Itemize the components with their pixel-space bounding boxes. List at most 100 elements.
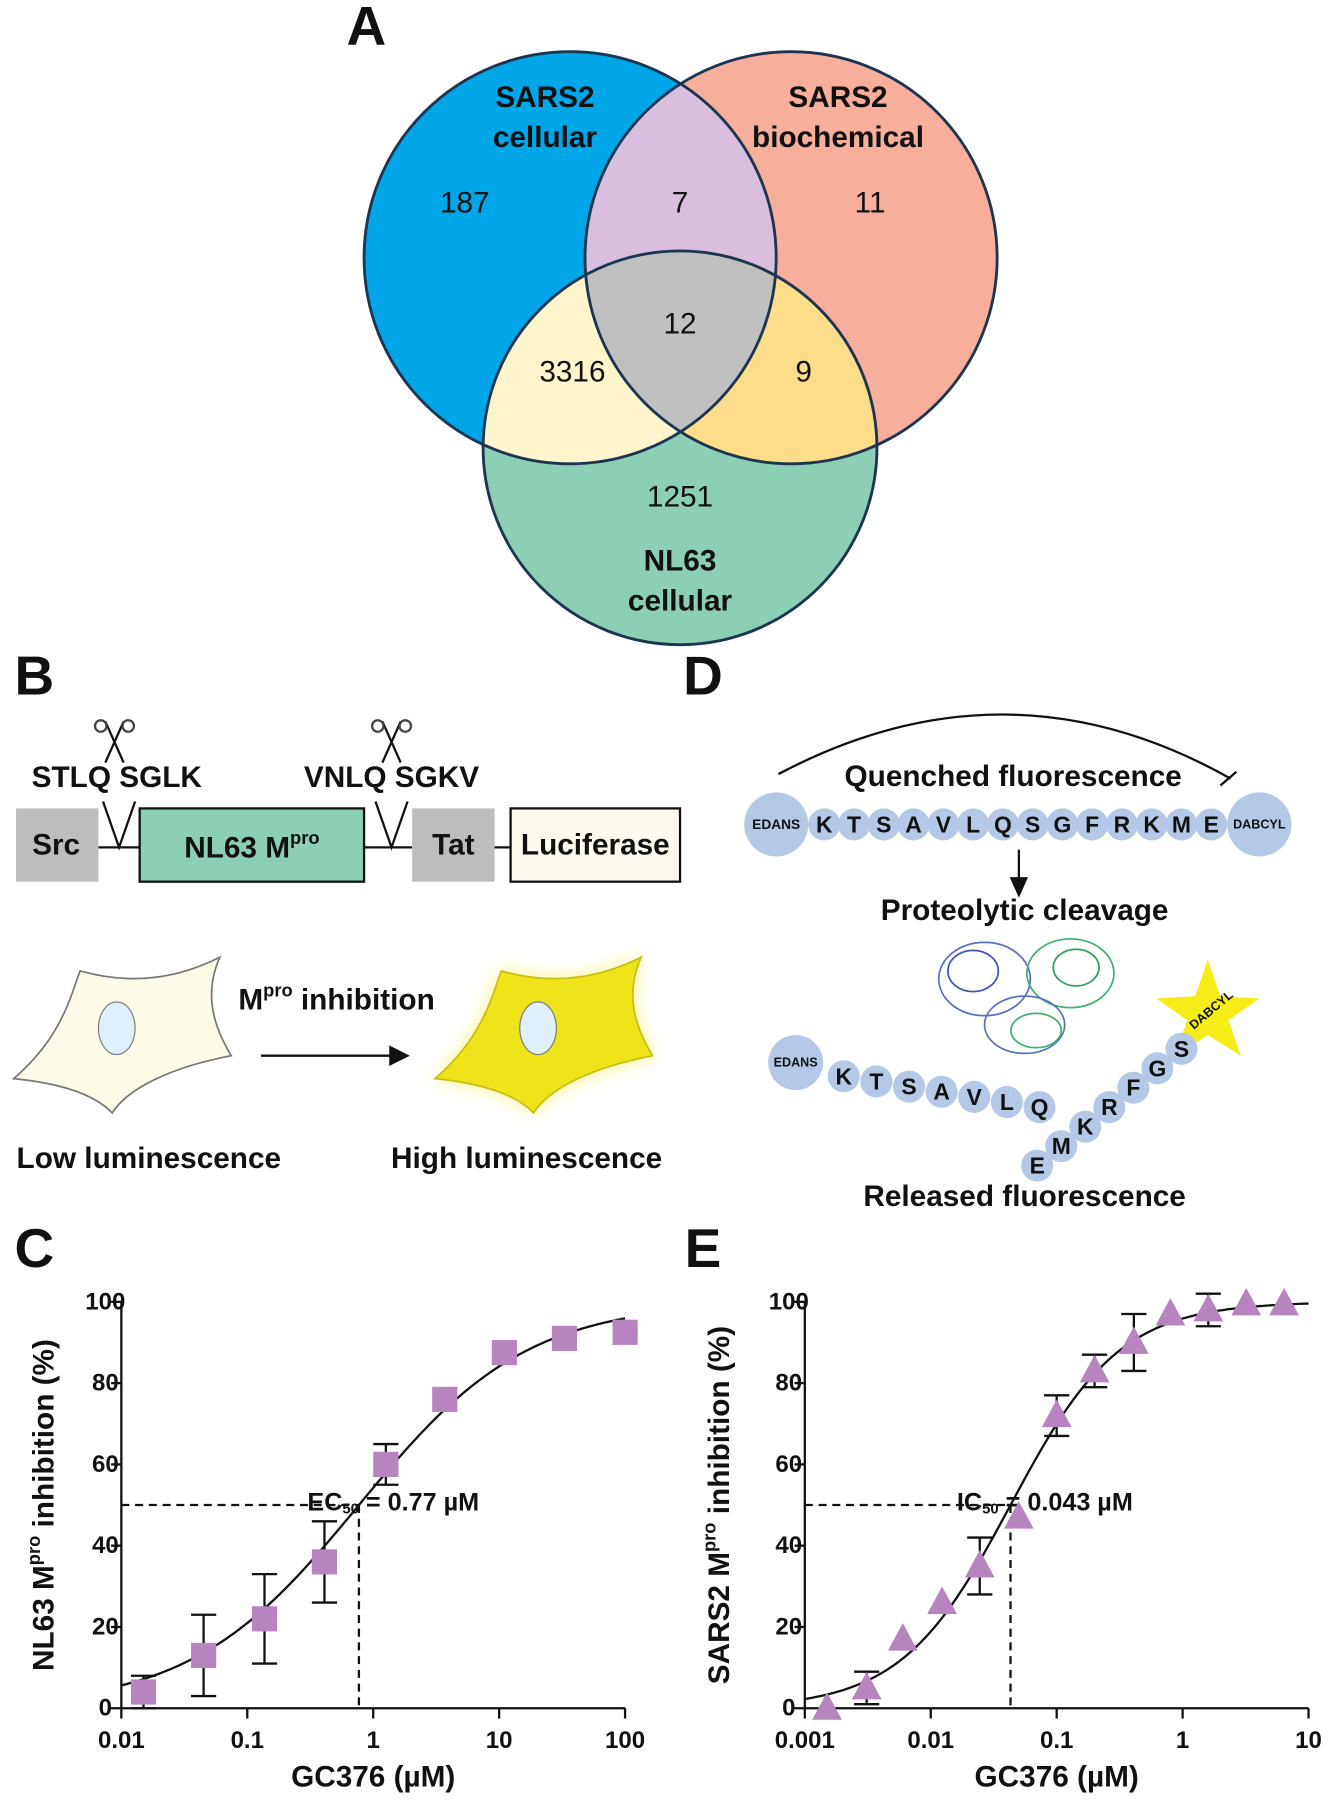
x-tick-label: 0.1 bbox=[231, 1727, 264, 1754]
panel-label: E bbox=[685, 1217, 722, 1279]
bead-label: DABCYL bbox=[1233, 817, 1286, 831]
box-label: NL63 Mpro bbox=[184, 827, 319, 864]
caption: Low luminescence bbox=[17, 1142, 282, 1175]
residue: L bbox=[1000, 1089, 1014, 1115]
marker bbox=[191, 1642, 217, 1669]
residue: A bbox=[905, 811, 922, 837]
superscript: pro bbox=[290, 827, 319, 848]
bead bbox=[1045, 1130, 1078, 1163]
marker bbox=[612, 1319, 638, 1345]
bead bbox=[958, 1080, 991, 1113]
residue: K bbox=[1143, 811, 1160, 837]
text: inhibition (%) bbox=[702, 1326, 735, 1523]
arrow-label: Mpro inhibition bbox=[238, 979, 434, 1016]
residue: T bbox=[847, 811, 861, 837]
bead bbox=[986, 808, 1019, 841]
bead bbox=[838, 808, 871, 841]
set-label: cellular bbox=[628, 585, 733, 618]
bead bbox=[892, 1070, 926, 1103]
bead bbox=[1016, 808, 1049, 841]
bead bbox=[1076, 808, 1109, 841]
text: EC bbox=[307, 1489, 342, 1517]
box bbox=[509, 807, 682, 883]
y-tick-label: 100 bbox=[85, 1288, 125, 1315]
residue: V bbox=[936, 811, 952, 837]
nucleus bbox=[97, 1001, 136, 1056]
arc bbox=[777, 713, 1232, 780]
marker bbox=[1193, 1293, 1224, 1322]
marker bbox=[887, 1623, 918, 1651]
bead bbox=[1021, 1149, 1054, 1182]
bead bbox=[768, 1035, 824, 1091]
x-tick-label: 0.1 bbox=[1040, 1727, 1073, 1754]
y-tick-label: 0 bbox=[99, 1695, 112, 1722]
y-tick-label: 20 bbox=[775, 1613, 802, 1640]
y-tick-label: 0 bbox=[782, 1695, 795, 1722]
bead bbox=[867, 808, 900, 841]
marker bbox=[812, 1692, 842, 1720]
cleavage-site bbox=[101, 801, 137, 851]
bead-label: EDANS bbox=[752, 817, 800, 832]
residue: S bbox=[1174, 1036, 1189, 1062]
marker bbox=[311, 1549, 338, 1575]
bead bbox=[1069, 1110, 1102, 1143]
panel-label: C bbox=[15, 1217, 55, 1279]
fret-assay: Quenched fluorescence Proteolytic cleava… bbox=[744, 713, 1292, 1213]
protein-structure bbox=[937, 938, 1115, 1055]
text: IC bbox=[957, 1489, 982, 1517]
bead bbox=[1093, 1091, 1126, 1124]
nucleus bbox=[519, 1001, 557, 1056]
residue: E bbox=[1204, 811, 1219, 837]
marker bbox=[964, 1549, 995, 1578]
bead bbox=[827, 1060, 860, 1093]
bead bbox=[990, 1086, 1023, 1119]
residue: V bbox=[967, 1084, 983, 1110]
text: NL63 M bbox=[184, 831, 290, 864]
x-tick-label: 0.01 bbox=[907, 1727, 954, 1754]
venn-outline bbox=[583, 50, 999, 466]
site-label: STLQ SGLK bbox=[32, 761, 203, 794]
residue: M bbox=[1172, 811, 1191, 837]
bead bbox=[1023, 1091, 1056, 1124]
superscript: pro bbox=[698, 1522, 719, 1551]
marker bbox=[551, 1325, 578, 1352]
set-label: cellular bbox=[493, 121, 598, 154]
construct: STLQ SGLK VNLQ SGKV Src NL63 Mpro Tat Lu… bbox=[16, 719, 682, 883]
set-label: NL63 bbox=[644, 545, 717, 578]
x-tick-label: 1 bbox=[367, 1727, 380, 1754]
y-axis-label: NL63 Mpro inhibition (%) bbox=[23, 1339, 60, 1671]
x-axis-label: GC376 (µM) bbox=[975, 1760, 1139, 1793]
residue: F bbox=[1085, 811, 1099, 837]
site-label: VNLQ SGKV bbox=[304, 761, 479, 794]
marker bbox=[130, 1679, 157, 1705]
marker bbox=[1079, 1354, 1110, 1383]
residue: Q bbox=[1031, 1094, 1049, 1120]
residue: F bbox=[1126, 1075, 1140, 1101]
marker bbox=[432, 1386, 458, 1412]
bead bbox=[897, 808, 930, 841]
residue: T bbox=[869, 1068, 883, 1094]
marker bbox=[1003, 1501, 1034, 1529]
arrowhead bbox=[1009, 877, 1029, 898]
bead-label: EDANS bbox=[774, 1056, 818, 1070]
venn-diagram: SARS2 cellular SARS2 biochemical NL63 ce… bbox=[362, 50, 999, 647]
annotation: IC50 = 0.043 µM bbox=[957, 1489, 1133, 1518]
panel-label: A bbox=[347, 0, 387, 56]
panel-label: B bbox=[15, 645, 55, 707]
x-tick-label: 0.01 bbox=[98, 1727, 145, 1754]
subscript: 50 bbox=[982, 1502, 999, 1518]
bead bbox=[1046, 808, 1079, 841]
x-axis-label: GC376 (µM) bbox=[291, 1760, 455, 1793]
residue: E bbox=[1030, 1153, 1045, 1179]
residue: R bbox=[1114, 811, 1131, 837]
set-label: biochemical bbox=[752, 121, 924, 154]
subscript: 50 bbox=[342, 1502, 359, 1518]
annotation: EC50 = 0.77 µM bbox=[307, 1489, 479, 1518]
bead bbox=[1141, 1052, 1174, 1085]
cleavage-site bbox=[374, 801, 409, 851]
residue: Q bbox=[994, 811, 1012, 837]
bead bbox=[1195, 808, 1228, 841]
count: 12 bbox=[663, 308, 696, 341]
box bbox=[412, 808, 495, 882]
